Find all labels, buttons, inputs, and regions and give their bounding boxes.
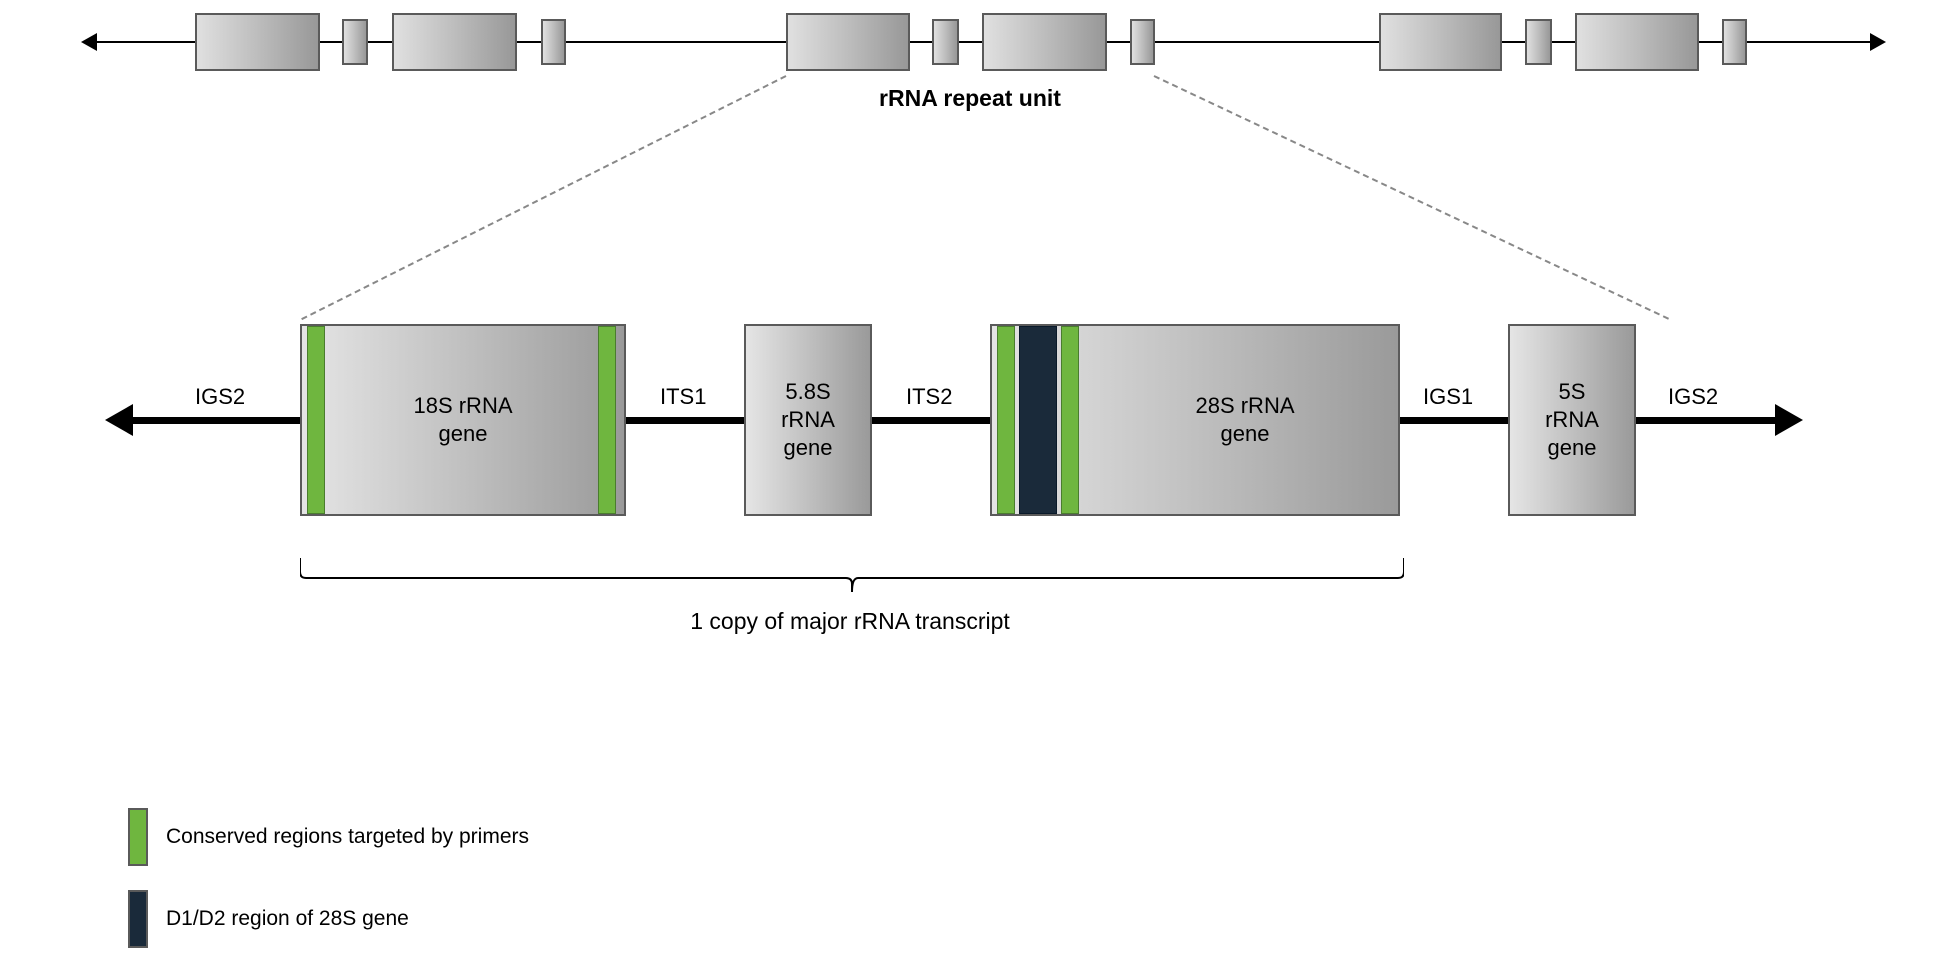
legend-swatch-conserved <box>128 808 148 866</box>
top-repeat-box <box>392 13 517 71</box>
top-repeat-box <box>1722 19 1747 65</box>
legend-label-conserved: Conserved regions targeted by primers <box>166 825 529 849</box>
spacer-label-IGS1: IGS1 <box>1423 384 1473 410</box>
gene-label-18S: 18S rRNA gene <box>300 392 626 448</box>
transcript-bracket-label: 1 copy of major rRNA transcript <box>500 608 1200 635</box>
top-repeat-box <box>982 13 1107 71</box>
top-repeat-box <box>195 13 320 71</box>
conserved-region-band <box>1061 326 1079 514</box>
top-repeat-box <box>1379 13 1502 71</box>
top-repeat-box <box>1130 19 1155 65</box>
top-axis-arrow-left <box>81 33 97 51</box>
top-repeat-box <box>1525 19 1552 65</box>
legend-swatch-d1d2 <box>128 890 148 948</box>
spacer-label-IGS2_left: IGS2 <box>195 384 245 410</box>
gene-label-5S: 5S rRNA gene <box>1508 378 1636 462</box>
zoom-line-right <box>1154 75 1670 320</box>
top-repeat-box <box>932 19 959 65</box>
top-axis-arrow-right <box>1870 33 1886 51</box>
conserved-region-band <box>997 326 1015 514</box>
top-repeat-box <box>786 13 910 71</box>
detail-axis-arrow-right <box>1775 404 1803 436</box>
top-repeat-box <box>342 19 368 65</box>
transcript-bracket <box>300 558 1404 602</box>
legend-label-d1d2: D1/D2 region of 28S gene <box>166 907 409 931</box>
detail-axis-arrow-left <box>105 404 133 436</box>
spacer-label-IGS2_right: IGS2 <box>1668 384 1718 410</box>
top-repeat-box <box>1575 13 1699 71</box>
gene-label-5.8S: 5.8S rRNA gene <box>744 378 872 462</box>
d1-d2-region-band <box>1019 326 1057 514</box>
top-repeat-box <box>541 19 566 65</box>
zoom-line-left <box>302 75 787 320</box>
gene-label-28S: 28S rRNA gene <box>1090 392 1400 448</box>
spacer-label-ITS2: ITS2 <box>906 384 952 410</box>
spacer-label-ITS1: ITS1 <box>660 384 706 410</box>
repeat-unit-label: rRNA repeat unit <box>760 85 1180 112</box>
